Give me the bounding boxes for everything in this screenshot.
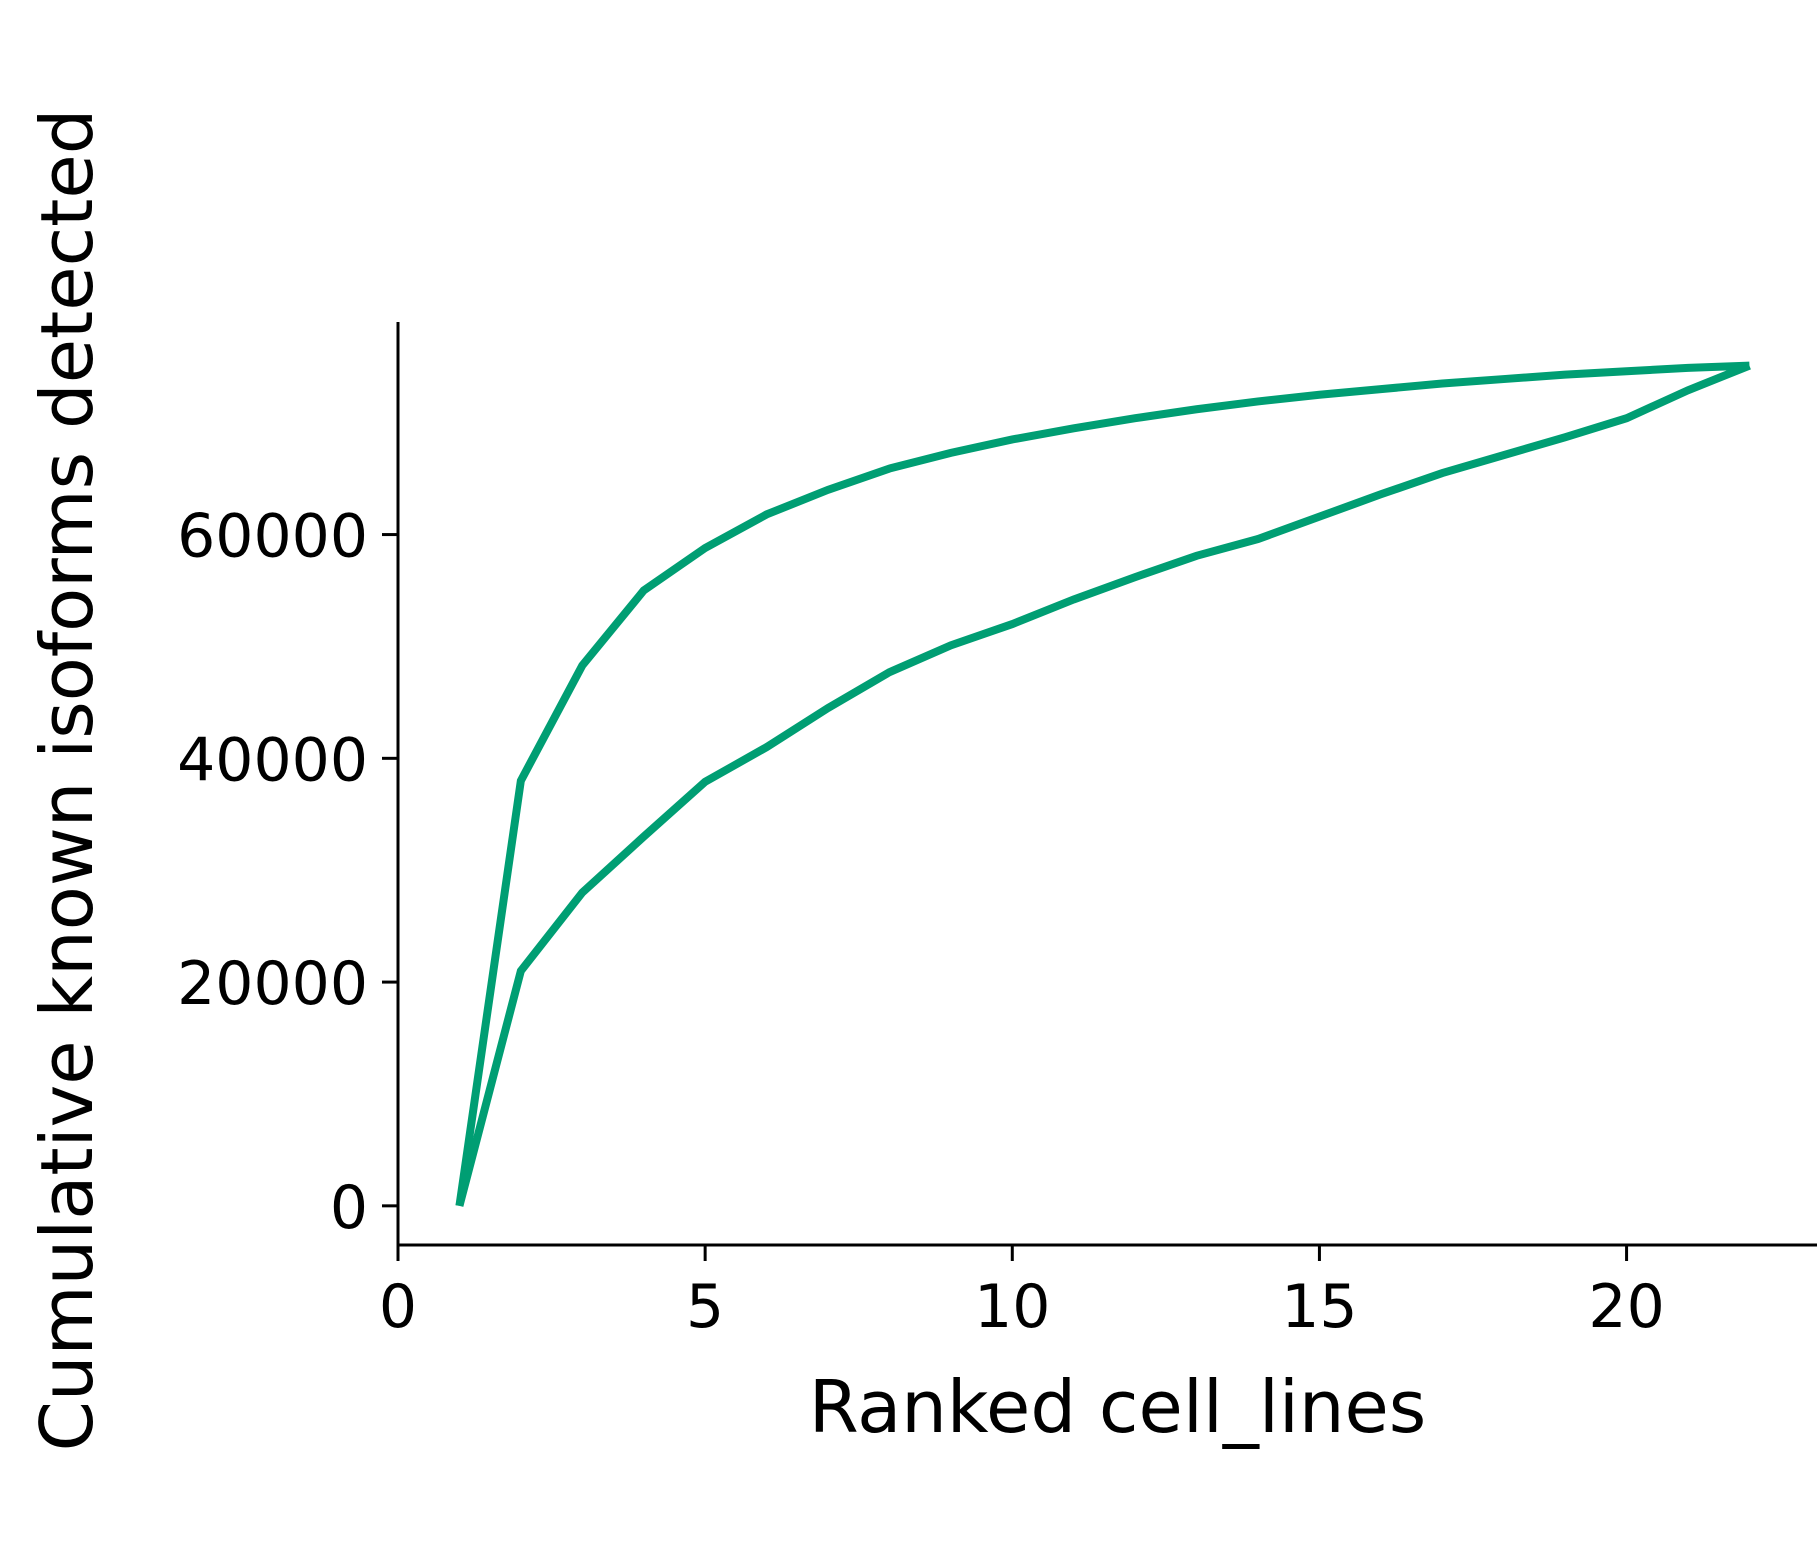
y-tick-label: 20000	[177, 949, 368, 1019]
x-axis-label: Ranked cell_lines	[809, 1365, 1427, 1449]
x-tick-label: 0	[379, 1272, 417, 1342]
x-tick-label: 5	[686, 1272, 724, 1342]
y-tick-label: 40000	[177, 725, 368, 795]
series-line-1	[455, 361, 1750, 1207]
y-tick-label: 0	[330, 1173, 368, 1243]
x-tick-label: 15	[1281, 1272, 1357, 1342]
x-tick-label: 20	[1588, 1272, 1664, 1342]
y-axis-label: Cumulative known isoforms detected	[25, 109, 109, 1452]
x-tick-label: 10	[974, 1272, 1050, 1342]
series-layer	[455, 361, 1751, 1207]
y-tick-label: 60000	[177, 502, 368, 572]
series-line-2	[455, 361, 1751, 1207]
axes-layer	[396, 322, 1817, 1247]
x-ticks: 0 5 10 15 20	[379, 1245, 1665, 1342]
y-ticks: 0 20000 40000 60000	[177, 502, 398, 1243]
